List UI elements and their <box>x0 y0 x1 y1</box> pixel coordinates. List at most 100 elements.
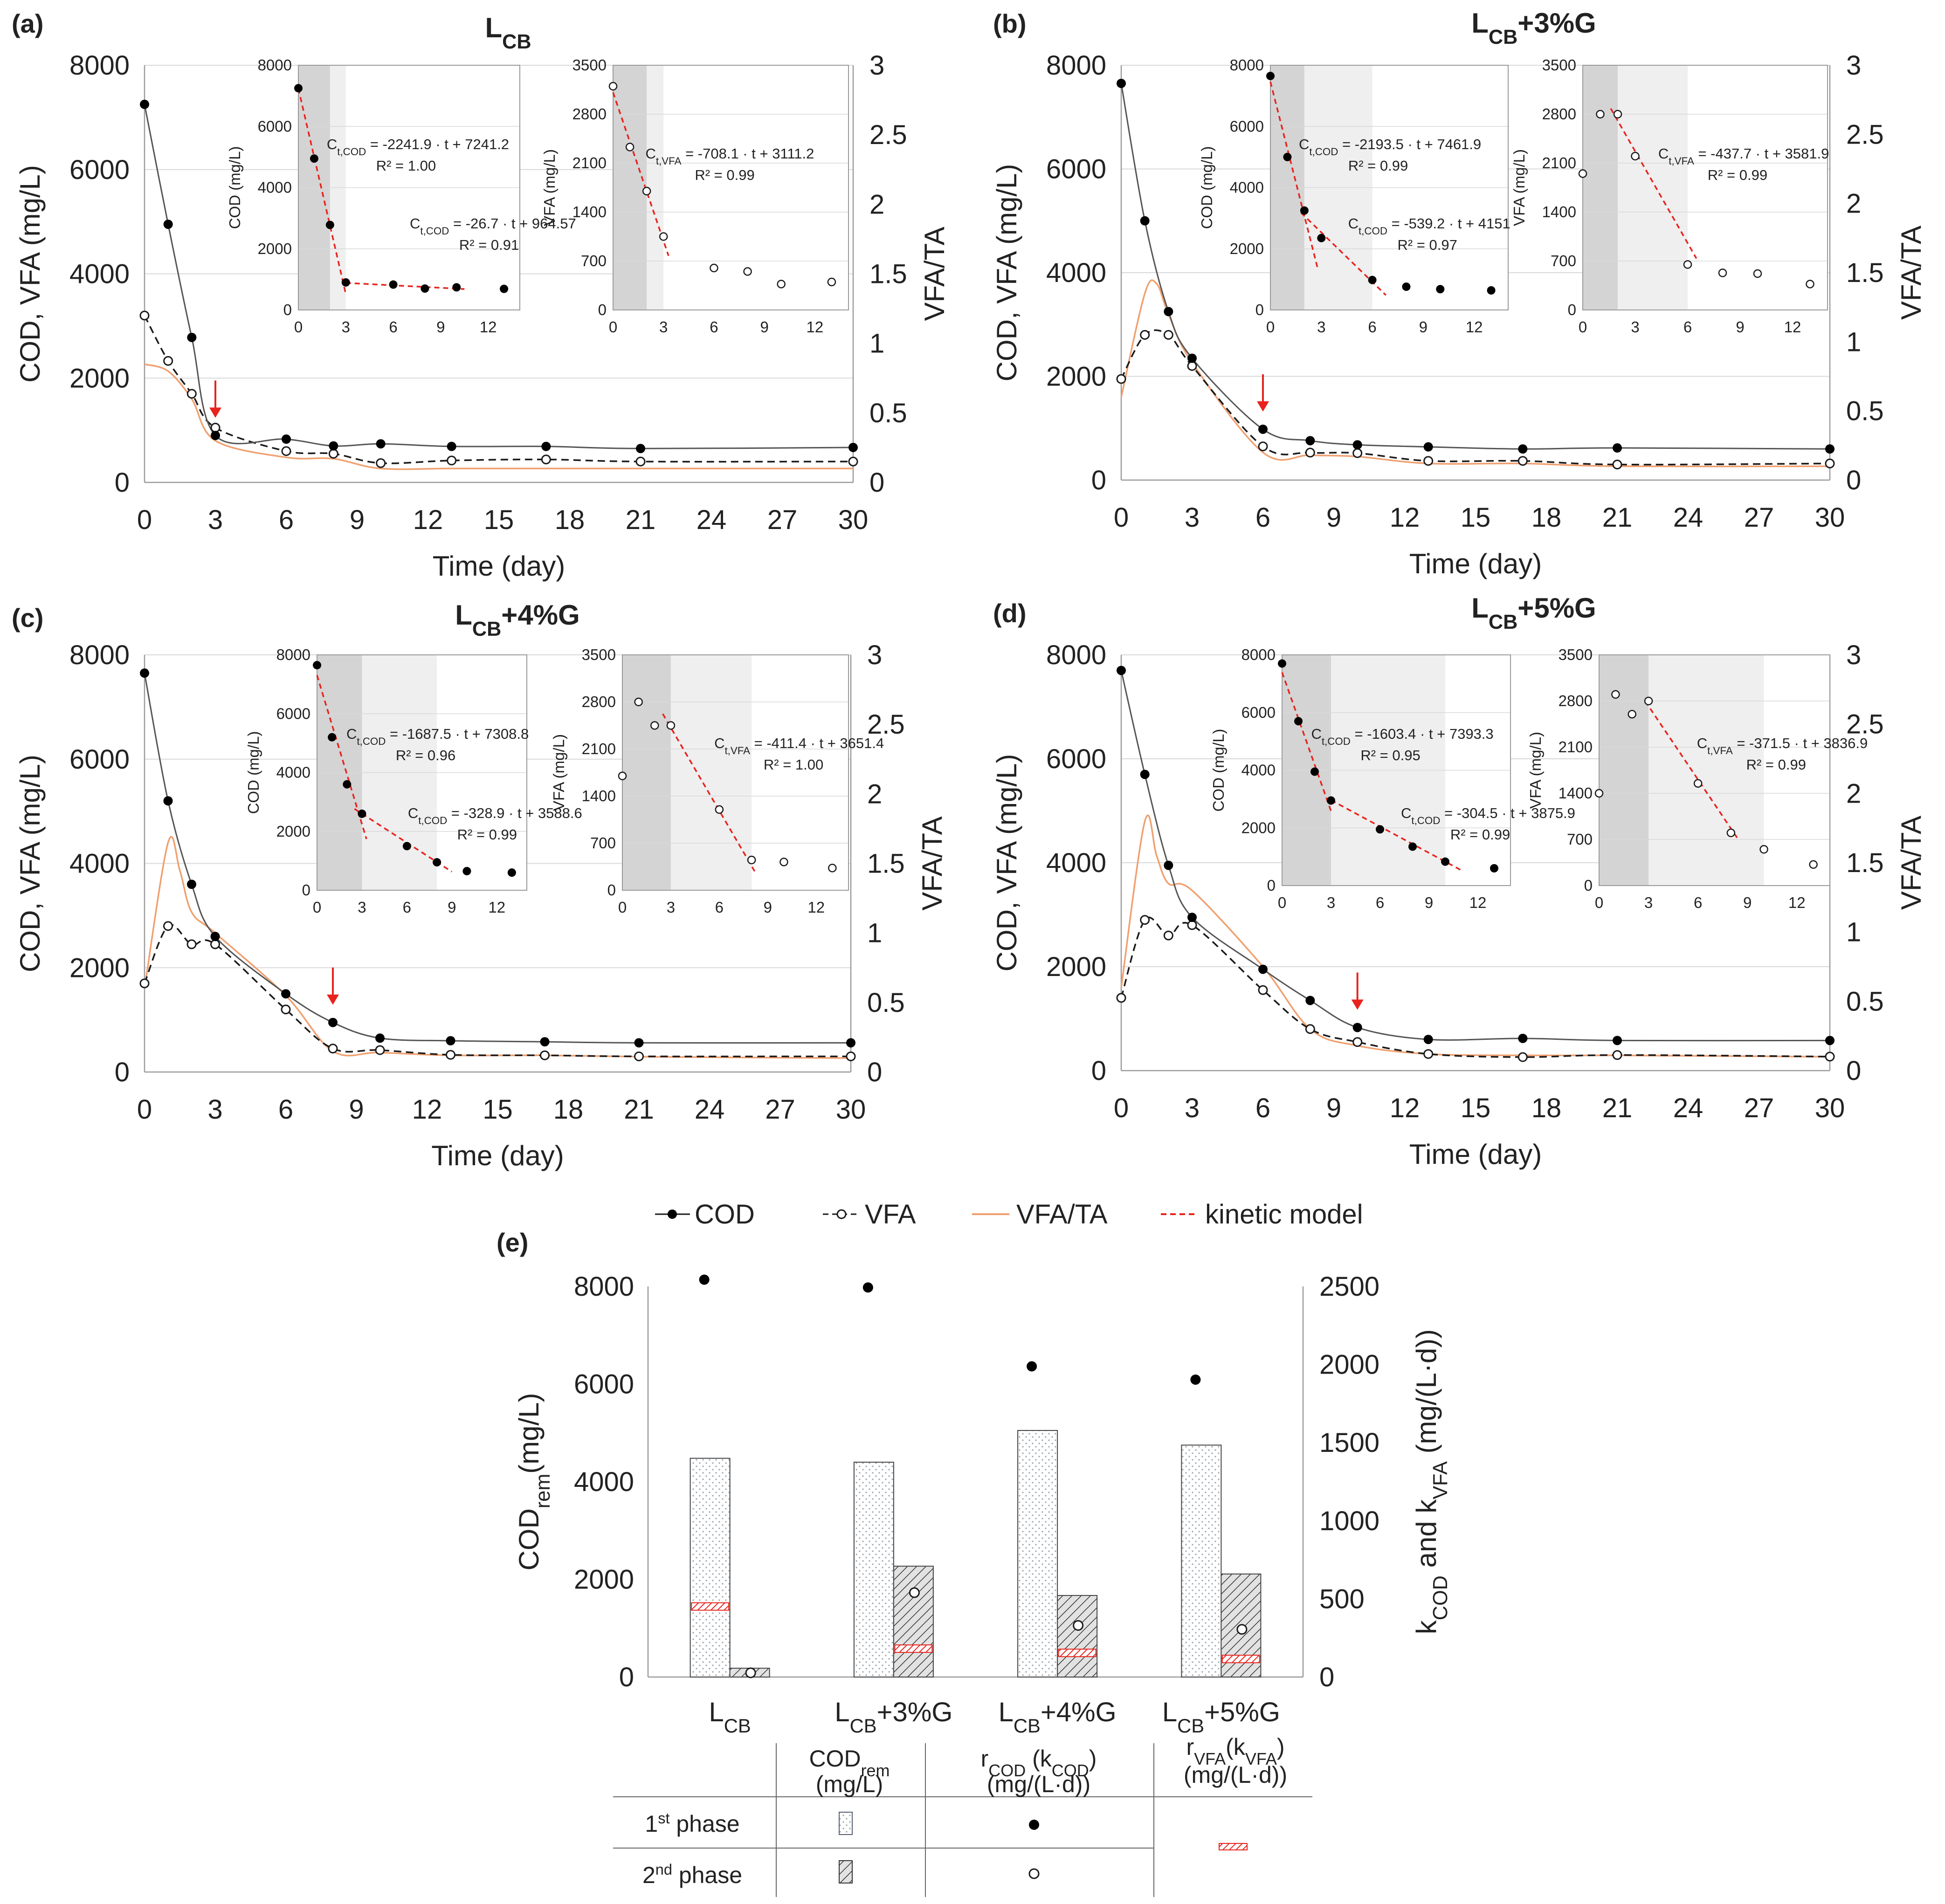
x-tick-label: 15 <box>1461 1093 1491 1123</box>
x-tick-label: 30 <box>838 505 869 535</box>
phase2-shade <box>647 65 664 310</box>
fit-equation: Ct,COD = -1687.5 · t + 7308.8 <box>346 726 529 747</box>
inset-frame <box>613 65 849 310</box>
inset-vfa-point <box>743 267 752 276</box>
cod-point <box>634 1038 644 1048</box>
key-table: CODrem(mg/L)rCOD (kCOD)(mg/(L·d))rVFA(kV… <box>613 1734 1312 1897</box>
inset-y-tick-label: 6000 <box>258 117 292 135</box>
subscript: VFA <box>1194 1749 1226 1768</box>
inset-y-tick-label: 2100 <box>1559 738 1593 756</box>
inset-y-tick-label: 4000 <box>258 179 292 196</box>
y2-tick-label: 2.5 <box>1846 119 1884 150</box>
inset-x-tick-label: 12 <box>1784 318 1801 336</box>
inset-vfa-point <box>1631 151 1640 161</box>
inset-y-tick-label: 8000 <box>276 646 310 663</box>
panel-label: (c) <box>12 603 43 632</box>
y-axis-title: COD, VFA (mg/L) <box>991 164 1022 382</box>
inset-x-tick-label: 3 <box>1327 894 1335 911</box>
subscript: t,COD <box>357 735 386 747</box>
x-tick-label: 24 <box>1673 1093 1704 1123</box>
subscript: CB <box>724 1715 751 1737</box>
text-span: (k <box>1226 1734 1246 1760</box>
inset-x-tick-label: 0 <box>1579 318 1587 336</box>
text-span: L <box>485 12 502 43</box>
inset-cod-point <box>1490 864 1498 873</box>
inset-vfa-point <box>608 82 618 91</box>
arrow-head <box>209 407 221 418</box>
subscript: t,COD <box>1322 735 1351 747</box>
y2-tick-label: 3 <box>869 50 884 81</box>
x-tick-label: 18 <box>1531 1093 1562 1123</box>
inset-frame <box>1282 654 1511 886</box>
cod-point <box>281 989 290 999</box>
text-span: C <box>1658 145 1669 162</box>
kinetic-fit-line <box>1331 799 1462 871</box>
y2-axis-title: VFA/TA <box>1896 816 1927 910</box>
inset-vfa: 0 700 1400 2100 2800 3500 0 3 6 9 12 VFA (mg/L) Ct,V… <box>1510 56 1829 336</box>
inset-y-tick-label: 1400 <box>1542 203 1576 220</box>
y2-tick-label: 500 <box>1319 1584 1365 1614</box>
inset-y-tick-label: 0 <box>1584 877 1593 894</box>
cod-point <box>1518 444 1528 454</box>
vfa-point <box>1423 1049 1434 1059</box>
text-span: C <box>1299 136 1309 152</box>
y2-axis-title: VFA/TA <box>919 227 950 321</box>
kinetic-fit-line <box>1644 701 1740 841</box>
x-tick-label: 15 <box>1461 502 1491 533</box>
text-span: r <box>1186 1734 1194 1760</box>
text-span: and k <box>1411 1499 1442 1575</box>
inset-vfa-point <box>828 864 837 873</box>
cod-point <box>210 932 220 942</box>
key-rvfa <box>1219 1843 1248 1850</box>
vfa-point <box>1140 330 1150 340</box>
phase2-shade <box>1648 655 1764 886</box>
inset-cod-point <box>341 278 350 287</box>
superscript: nd <box>655 1861 672 1878</box>
y2-tick-label: 2 <box>1846 778 1861 809</box>
table-row-2nd-phase: 2nd phase <box>642 1861 742 1888</box>
rate-vfa <box>691 1602 730 1611</box>
text-span: +4%G <box>501 599 579 631</box>
vfa-point <box>210 423 221 433</box>
inset-cod-point <box>1278 659 1286 668</box>
text-span: COD <box>513 1508 545 1570</box>
inset-cod-point <box>421 284 429 293</box>
x-tick-label: 15 <box>484 505 514 535</box>
text-span: = -708.1 · t + 3111.2 <box>681 145 814 162</box>
y2-tick-label: 2.5 <box>869 120 907 150</box>
subscript: CB <box>1177 1715 1204 1737</box>
x-tick-label: 27 <box>1744 502 1774 533</box>
inset-vfa-point <box>642 186 651 196</box>
y-tick-label: 4000 <box>1046 848 1106 878</box>
text-span: C <box>714 735 724 751</box>
inset-y-tick-label: 0 <box>1267 877 1276 894</box>
inset-y-tick-label: 700 <box>590 834 616 852</box>
y-tick-label: 0 <box>115 1057 130 1087</box>
inset-cod-point <box>1266 71 1275 80</box>
cod-point <box>328 1017 338 1027</box>
y2-tick-label: 3 <box>867 640 882 670</box>
inset-y-axis-title: VFA (mg/L) <box>1527 732 1544 809</box>
fit-r2: R² = 0.91 <box>459 237 519 253</box>
inset-x-tick-label: 3 <box>1631 318 1639 336</box>
kinetic-fit-line <box>1610 108 1697 259</box>
fit-r2: R² = 0.99 <box>695 167 754 183</box>
inset-cod-point <box>1327 796 1335 805</box>
y-tick-label: 6000 <box>69 155 130 185</box>
inset-cod-point <box>1317 234 1326 242</box>
text-span: k <box>1411 1620 1442 1634</box>
inset-y-tick-label: 4000 <box>276 764 310 781</box>
bar-codrem-phase1 <box>1017 1430 1058 1677</box>
text-span: L <box>455 599 472 631</box>
fit-r2: R² = 0.97 <box>1397 237 1457 253</box>
x-tick-label: 21 <box>626 505 656 535</box>
inset-x-tick-label: 3 <box>1317 318 1325 336</box>
panel-1: 0 3 6 9 12 15 18 21 24 27 300200040006000800000.51… <box>991 7 1927 579</box>
cod-point <box>1352 440 1362 450</box>
inset-x-tick-label: 6 <box>1368 318 1376 336</box>
subscript: t,COD <box>1411 815 1440 826</box>
inset-y-tick-label: 0 <box>1255 301 1264 318</box>
vfa-point <box>1305 1024 1315 1034</box>
fit-r2: R² = 0.99 <box>1746 756 1806 773</box>
inset-vfa-point <box>827 277 836 287</box>
